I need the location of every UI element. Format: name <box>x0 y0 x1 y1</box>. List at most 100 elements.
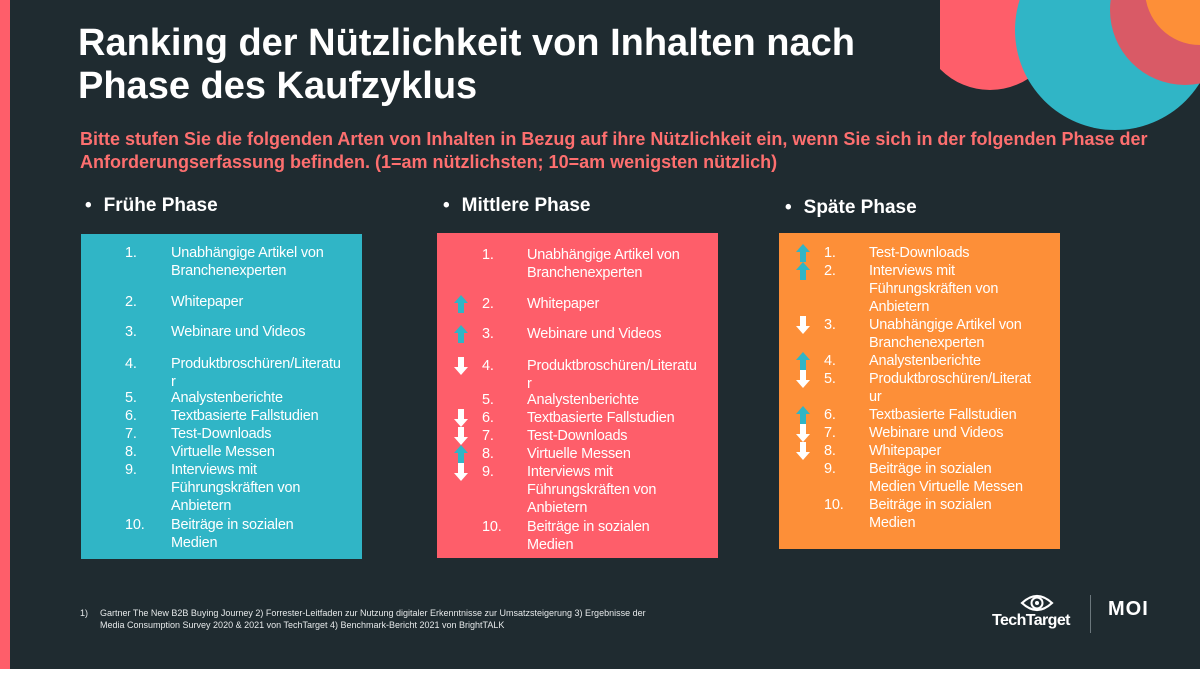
rank-number: 5. <box>482 392 494 408</box>
item-text-line: Webinare und Videos <box>171 324 306 340</box>
rank-number: 2. <box>482 296 494 312</box>
rank-number: 6. <box>824 407 836 423</box>
item-text-line: Produktbroschüren/Literatu <box>171 356 341 372</box>
logo-divider <box>1090 595 1091 633</box>
phase-heading-label: Frühe Phase <box>103 195 218 216</box>
moi-logo: MOI <box>1108 598 1149 620</box>
item-label: Beiträge in sozialen Medien <box>869 496 992 532</box>
item-text-line: Whitepaper <box>171 294 244 310</box>
item-text-line: Whitepaper <box>527 296 600 312</box>
item-text-line: Whitepaper <box>869 443 942 459</box>
item-label: Textbasierte Fallstudien <box>171 407 319 425</box>
item-label: Beiträge in sozialen Medien <box>527 518 650 554</box>
item-label: Whitepaper <box>527 295 599 313</box>
arrow-down-icon <box>454 409 468 427</box>
item-text-line: Unabhängige Artikel von <box>527 247 680 263</box>
arrow-down-icon <box>796 424 810 442</box>
arrow-down-icon <box>796 370 810 388</box>
item-label: Webinare und Videos <box>527 325 662 343</box>
item-label: Analystenberichte <box>171 389 283 407</box>
rank-number: 10. <box>824 497 844 513</box>
rank-number: 9. <box>824 461 836 477</box>
bullet: • <box>443 195 450 216</box>
phase-heading-late: • Späte Phase <box>785 196 917 220</box>
rank-number: 2. <box>824 263 836 279</box>
ranking-box-early: 1. Unabhängige Artikel von Branchenexperte… <box>81 234 362 559</box>
techtarget-wordmark: TechTarget <box>992 612 1070 629</box>
item-label: Webinare und Videos <box>869 424 1004 442</box>
item-label: Virtuelle Messen <box>527 445 631 463</box>
rank-number: 3. <box>125 324 137 340</box>
phase-heading-label: Späte Phase <box>803 197 917 218</box>
item-text-line: Virtuelle Messen <box>527 446 631 462</box>
item-label: Analystenberichte <box>869 352 981 370</box>
item-label: Unabhängige Artikel von Branchenexperten <box>869 316 1022 352</box>
item-label: Webinare und Videos <box>171 323 306 341</box>
item-text-line: Textbasierte Fallstudien <box>869 407 1017 423</box>
rank-number: 8. <box>125 444 137 460</box>
rank-number: 10. <box>482 519 502 535</box>
footnote-number: 1) <box>80 608 89 618</box>
rank-number: 1. <box>824 245 836 261</box>
item-label: Interviews mit Führungskräften von Anbiete… <box>869 262 998 316</box>
bottom-strip <box>0 669 1200 675</box>
arrow-up-icon <box>454 325 468 343</box>
arrow-up-icon <box>796 352 810 370</box>
arrow-down-icon <box>454 463 468 481</box>
rank-number: 8. <box>824 443 836 459</box>
item-text-line: Beiträge in sozialen <box>869 461 992 477</box>
item-text-line: Produktbroschüren/Literatu <box>527 358 697 374</box>
item-text-line: Unabhängige Artikel von <box>869 317 1022 333</box>
item-text-line: Test-Downloads <box>527 428 628 444</box>
item-text-line: Webinare und Videos <box>527 326 662 342</box>
item-label: Test-Downloads <box>869 244 970 262</box>
item-text-line: Branchenexperten <box>171 263 287 279</box>
item-text-line: r <box>527 376 532 392</box>
page-title: Ranking der Nützlichkeit von Inhalten na… <box>78 22 855 107</box>
phase-heading-label: Mittlere Phase <box>461 195 591 216</box>
rank-number: 6. <box>482 410 494 426</box>
item-text-line: Produktbroschüren/Literat <box>869 371 1031 387</box>
item-label: Textbasierte Fallstudien <box>869 406 1017 424</box>
item-text-line: Branchenexperten <box>527 265 643 281</box>
left-accent-stripe <box>0 0 10 675</box>
rank-number: 4. <box>482 358 494 374</box>
rank-number: 9. <box>125 462 137 478</box>
rank-number: 7. <box>482 428 494 444</box>
item-label: Virtuelle Messen <box>171 443 275 461</box>
bullet: • <box>785 197 792 218</box>
item-text-line: Beiträge in sozialen <box>171 517 294 533</box>
survey-question: Bitte stufen Sie die folgenden Arten von… <box>80 129 1148 172</box>
item-text-line: Test-Downloads <box>171 426 272 442</box>
item-text-line: Anbietern <box>527 500 588 516</box>
ranking-box-middle: 1. Unabhängige Artikel von Branchenexperte… <box>437 233 718 558</box>
footnote-text: Gartner The New B2B Buying Journey 2) Fo… <box>100 608 646 630</box>
item-text-line: Anbietern <box>171 498 232 514</box>
item-text-line: Textbasierte Fallstudien <box>527 410 675 426</box>
arrow-up-icon <box>454 295 468 313</box>
item-text-line: Medien <box>869 515 916 531</box>
rank-number: 8. <box>482 446 494 462</box>
rank-number: 10. <box>125 517 145 533</box>
rank-number: 9. <box>482 464 494 480</box>
rank-number: 1. <box>482 247 494 263</box>
item-text-line: Textbasierte Fallstudien <box>171 408 319 424</box>
item-label: Whitepaper <box>171 293 243 311</box>
ranking-box-late: 1. Test-Downloads 2. Interviews mit Führungs… <box>779 233 1060 549</box>
item-text-line: Führungskräften von <box>527 482 657 498</box>
rank-number: 3. <box>824 317 836 333</box>
decorative-circles <box>940 0 1200 130</box>
item-text-line: Beiträge in sozialen <box>869 497 992 513</box>
item-text-line: Medien <box>527 537 574 553</box>
techtarget-logo: TechTarget <box>992 592 1076 636</box>
item-label: Unabhängige Artikel von Branchenexperten <box>171 244 324 280</box>
item-label: Unabhängige Artikel von Branchenexperten <box>527 246 680 282</box>
item-text-line: Beiträge in sozialen <box>527 519 650 535</box>
arrow-up-icon <box>796 262 810 280</box>
item-text-line: Analystenberichte <box>527 392 639 408</box>
arrow-up-icon <box>454 445 468 463</box>
rank-number: 4. <box>125 356 137 372</box>
arrow-up-icon <box>796 244 810 262</box>
arrow-up-icon <box>796 406 810 424</box>
rank-number: 4. <box>824 353 836 369</box>
